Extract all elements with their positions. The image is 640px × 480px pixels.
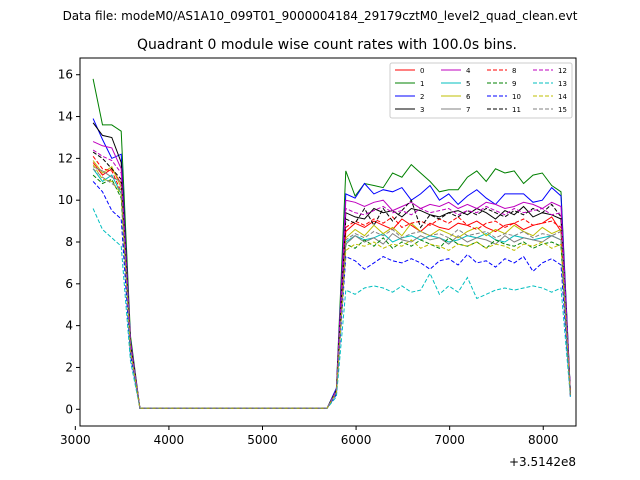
series-layer	[92, 78, 571, 409]
x-tick-label: 6000	[341, 433, 372, 447]
y-tick-label: 8	[65, 235, 73, 249]
legend-label-14: 14	[558, 93, 567, 101]
y-tick-label: 0	[65, 402, 73, 416]
y-tick-label: 6	[65, 277, 73, 291]
x-tick-label: 7000	[434, 433, 465, 447]
x-tick-label: 3000	[60, 433, 91, 447]
y-tick-label: 4	[65, 319, 73, 333]
legend-label-5: 5	[466, 80, 470, 88]
legend-label-8: 8	[512, 67, 516, 75]
legend-label-12: 12	[558, 67, 567, 75]
series-line-12	[92, 149, 571, 409]
legend-label-2: 2	[420, 93, 424, 101]
y-tick-label: 12	[58, 151, 73, 165]
legend-label-9: 9	[512, 80, 516, 88]
y-tick-label: 2	[65, 360, 73, 374]
x-tick-label: 5000	[247, 433, 278, 447]
legend-label-15: 15	[558, 106, 567, 114]
x-tick-label: 4000	[154, 433, 185, 447]
legend-label-3: 3	[420, 106, 424, 114]
legend-label-1: 1	[420, 80, 424, 88]
legend-label-4: 4	[466, 67, 471, 75]
chart-title: Quadrant 0 module wise count rates with …	[137, 37, 517, 53]
legend-label-11: 11	[512, 106, 521, 114]
suptitle: Data file: modeM0/AS1A10_099T01_90000041…	[63, 9, 578, 23]
series-line-9	[92, 174, 571, 409]
legend-label-13: 13	[558, 80, 567, 88]
legend-label-10: 10	[512, 93, 521, 101]
series-line-15	[92, 168, 571, 409]
legend-label-0: 0	[420, 67, 424, 75]
series-line-14	[92, 164, 571, 409]
legend-box	[389, 62, 573, 119]
x-offset-label: +3.5142e8	[509, 455, 576, 469]
legend-label-7: 7	[466, 106, 470, 114]
y-tick-label: 10	[58, 193, 73, 207]
legend-label-6: 6	[466, 93, 471, 101]
y-tick-label: 16	[58, 68, 73, 82]
y-tick-label: 14	[58, 110, 73, 124]
x-tick-label: 8000	[528, 433, 559, 447]
